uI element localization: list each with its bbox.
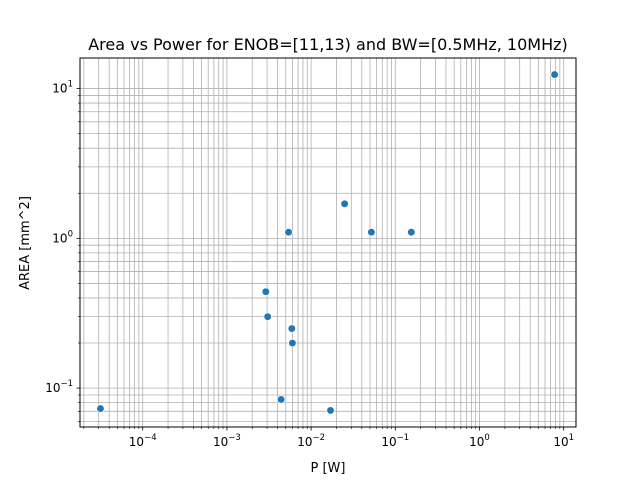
x-tick-label: 10−2	[297, 433, 325, 449]
scatter-point	[287, 324, 296, 333]
scatter-point	[276, 395, 286, 404]
tick-layer: 10−4 10−3 10−2 10−1 100 101 10−1 100 101	[45, 80, 574, 449]
plot-frame	[79, 57, 577, 428]
x-tick-label: 10−1	[381, 433, 409, 449]
scatter-point	[261, 287, 270, 296]
y-tick-label: 100	[52, 229, 73, 245]
scatter-point	[288, 338, 297, 348]
x-tick-label: 10−3	[213, 433, 241, 449]
scatter-point	[550, 70, 559, 79]
x-tick-label: 100	[469, 433, 490, 449]
scatter-point	[407, 227, 416, 237]
x-axis-label: P [W]	[311, 461, 346, 476]
chart-title: Area vs Power for ENOB=[11,13) and BW=[0…	[88, 35, 568, 54]
point-layer	[96, 70, 559, 415]
scatter-point	[263, 312, 272, 321]
y-tick-label: 10−1	[45, 379, 73, 395]
y-axis-label: AREA [mm^2]	[18, 196, 33, 290]
y-tick-label: 101	[52, 80, 73, 96]
x-tick-label: 10−4	[129, 433, 157, 449]
scatter-point	[96, 404, 105, 413]
scatter-point	[340, 199, 349, 208]
x-tick-label: 101	[553, 433, 574, 449]
grid-layer	[80, 58, 576, 427]
scatter-point	[284, 227, 293, 237]
scatter-point	[367, 227, 376, 237]
scatter-point	[326, 406, 335, 415]
